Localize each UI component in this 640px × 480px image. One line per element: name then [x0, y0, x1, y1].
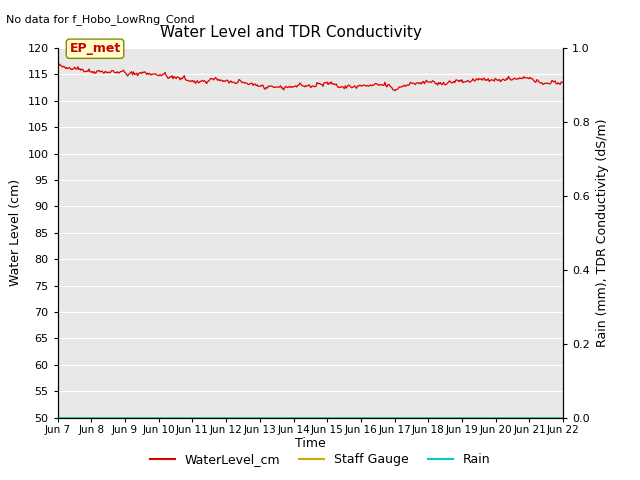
Text: EP_met: EP_met — [69, 42, 121, 55]
Text: Water Level and TDR Conductivity: Water Level and TDR Conductivity — [160, 25, 422, 40]
X-axis label: Time: Time — [295, 437, 326, 450]
Y-axis label: Rain (mm), TDR Conductivity (dS/m): Rain (mm), TDR Conductivity (dS/m) — [596, 119, 609, 347]
Text: No data for f_Hobo_LowRng_Cond: No data for f_Hobo_LowRng_Cond — [6, 14, 195, 25]
Y-axis label: Water Level (cm): Water Level (cm) — [9, 179, 22, 287]
Legend: WaterLevel_cm, Staff Gauge, Rain: WaterLevel_cm, Staff Gauge, Rain — [145, 448, 495, 471]
